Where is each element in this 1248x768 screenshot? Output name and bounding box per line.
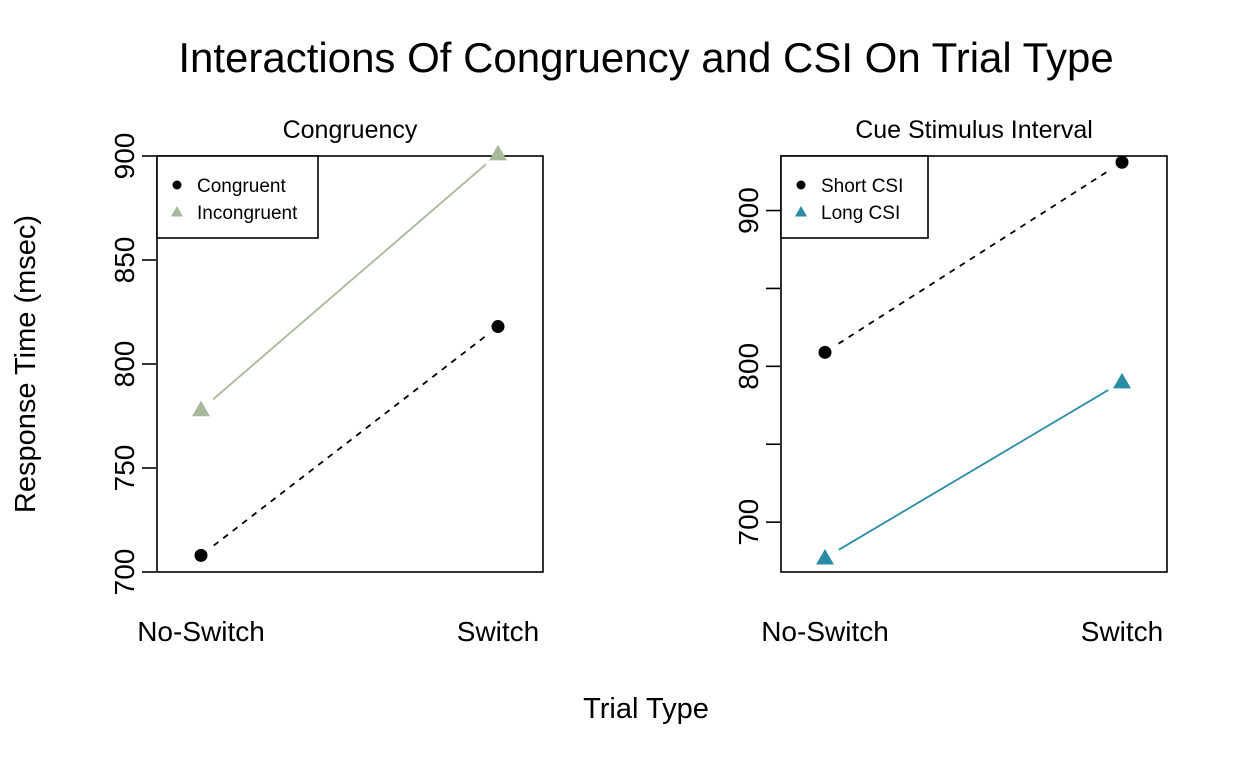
data-point-incongruent [192,400,210,417]
data-point-congruent [491,320,505,334]
x-tick-label: Switch [1081,616,1163,647]
data-point-incongruent [489,144,507,161]
data-point-short-csi [1115,155,1129,169]
y-tick-label: 700 [733,499,764,546]
legend: Short CSI Long CSI [780,155,929,239]
x-axis-title: Trial Type [583,693,709,725]
legend-marker-congruent [172,180,182,190]
data-point-short-csi [818,345,832,359]
panel-congruency: Congruency 700 750 800 850 900 No-Switch Switch… [109,116,544,647]
legend-box [780,155,929,239]
y-tick-label: 800 [733,343,764,390]
legend-label-congruent: Congruent [197,176,286,197]
series-line-short-csi [837,170,1110,345]
legend-marker-incongruent [171,206,183,217]
panel-cue-stimulus-interval: Cue Stimulus Interval 700 800 900 No-Switch S… [733,116,1168,647]
legend-box [156,155,319,239]
y-tick-label: 750 [109,445,140,492]
legend: Congruent Incongruent [156,155,319,239]
data-point-long-csi [1113,372,1131,389]
series-line-long-csi [838,389,1109,551]
plot-frame [780,155,1168,573]
legend-label-long-csi: Long CSI [821,203,900,224]
panel-title: Congruency [283,116,418,144]
legend-label-incongruent: Incongruent [197,203,298,224]
legend-label-short-csi: Short CSI [821,176,903,197]
chart-title: Interactions Of Congruency and CSI On Tr… [178,34,1113,81]
series-line-incongruent [212,163,487,400]
plot-frame [156,155,544,573]
x-tick-label: No-Switch [761,616,889,647]
x-tick-label: No-Switch [137,616,265,647]
x-tick-label: Switch [457,616,539,647]
legend-marker-short-csi [796,180,806,190]
y-tick-label: 900 [109,133,140,180]
y-axis-title: Response Time (msec) [10,215,42,513]
y-tick-label: 900 [733,187,764,234]
series-line-congruent [213,335,486,547]
panel-title: Cue Stimulus Interval [855,116,1093,144]
y-tick-label: 800 [109,341,140,388]
y-tick-label: 850 [109,237,140,284]
data-point-congruent [194,548,208,562]
data-point-long-csi [816,548,834,565]
legend-marker-long-csi [795,206,807,217]
y-tick-label: 700 [109,549,140,596]
